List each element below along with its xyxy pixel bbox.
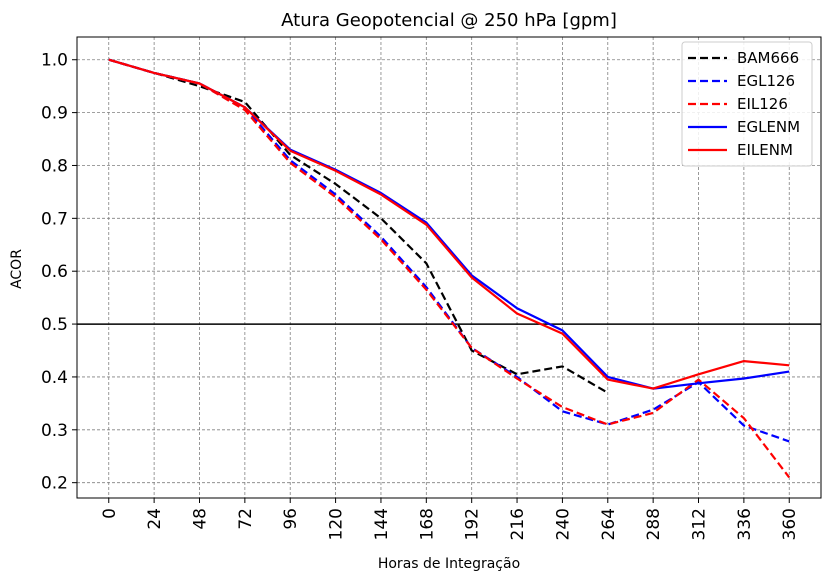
x-tick-label: 336 <box>735 508 755 540</box>
x-tick-label: 24 <box>145 508 165 530</box>
legend-label-eil126: EIL126 <box>737 95 788 113</box>
y-tick-label: 0.2 <box>41 474 68 494</box>
x-tick-label: 72 <box>236 508 256 530</box>
x-tick-label: 288 <box>644 508 664 540</box>
series-line-eil126 <box>108 58 791 479</box>
y-axis-label: ACOR <box>9 249 25 289</box>
series-layer <box>108 58 791 479</box>
x-axis-ticks: 0 24 48 72 96 120 144 168 192 216 240 264 288 312 336 3… <box>100 498 800 540</box>
legend-label-egl126: EGL126 <box>737 72 795 90</box>
chart-title: Atura Geopotencial @ 250 hPa [gpm] <box>281 10 617 31</box>
x-tick-label: 240 <box>553 508 573 540</box>
y-tick-label: 0.9 <box>41 104 68 124</box>
legend-label-eilenm: EILENM <box>737 141 793 159</box>
legend-box <box>681 41 813 167</box>
y-tick-label: 0.4 <box>41 368 68 388</box>
x-tick-label: 216 <box>508 508 528 540</box>
y-tick-label: 0.8 <box>41 156 68 176</box>
legend: BAM666 EGL126 EIL126 EGLENM EILENM <box>681 41 813 167</box>
y-tick-label: 0.7 <box>41 209 68 229</box>
y-tick-label: 0.5 <box>41 315 68 335</box>
y-axis-ticks: 0.2 0.3 0.4 0.5 0.6 0.7 0.8 0.9 1.0 <box>41 51 77 494</box>
x-tick-label: 120 <box>327 508 347 540</box>
y-tick-label: 0.3 <box>41 421 68 441</box>
x-tick-label: 0 <box>100 508 120 519</box>
x-tick-label: 168 <box>417 508 437 540</box>
series-line-bam666 <box>108 58 609 394</box>
series-line-eilenm <box>108 58 790 390</box>
plot-frame <box>76 36 822 499</box>
x-axis-label: Horas de Integração <box>378 556 520 572</box>
x-tick-label: 360 <box>780 508 800 540</box>
x-tick-label: 264 <box>599 508 619 540</box>
x-tick-label: 144 <box>372 508 392 540</box>
legend-label-eglenm: EGLENM <box>737 118 800 136</box>
x-tick-label: 48 <box>190 508 210 530</box>
x-tick-label: 96 <box>281 508 301 530</box>
x-tick-label: 312 <box>690 508 710 540</box>
y-tick-label: 0.6 <box>41 262 68 282</box>
y-tick-label: 1.0 <box>41 51 68 71</box>
legend-label-bam666: BAM666 <box>737 49 799 67</box>
x-tick-label: 192 <box>463 508 483 540</box>
